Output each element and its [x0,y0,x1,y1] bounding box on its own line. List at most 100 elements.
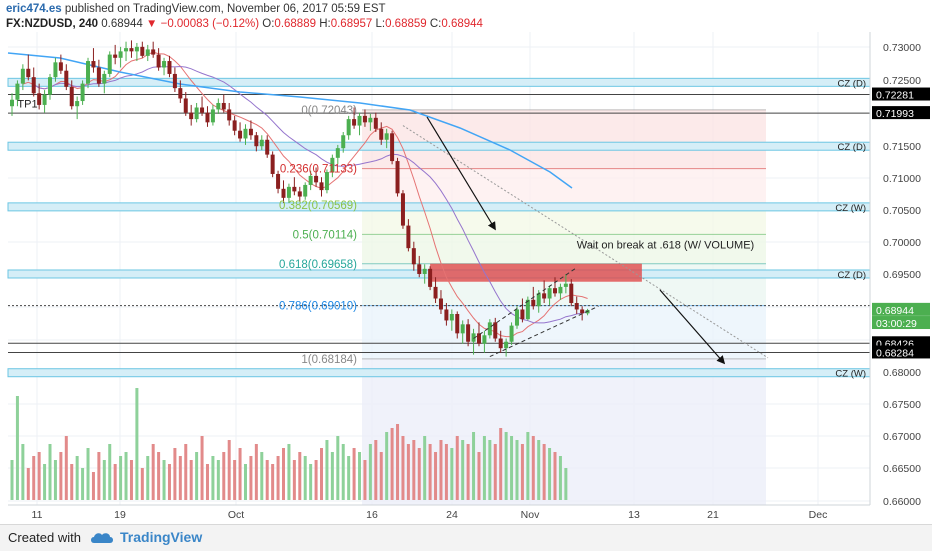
candle-body [102,73,107,84]
candle-body [509,325,514,342]
volume-bar [146,456,150,500]
candle-body [498,338,503,349]
volume-bar [151,444,155,500]
volume-bar [282,448,285,500]
volume-bar [276,456,280,500]
cz-label: CZ (D) [838,78,867,89]
volume-bar [129,460,133,500]
close-value: 0.68944 [441,18,483,30]
candle-body [210,109,215,123]
volume-bar [428,444,432,500]
volume-bar [455,436,459,500]
candle-body [373,117,378,129]
volume-bar [167,464,171,500]
time-tick-label: Dec [809,509,828,521]
tradingview-cloud-icon [91,533,113,543]
candle-body [438,298,443,310]
candle-body [297,191,302,197]
projection-arrow [659,289,726,365]
price-tick-label: 0.70500 [883,205,921,217]
volume-bar [542,444,546,500]
volume-bar [320,448,324,500]
candle-body [238,130,243,139]
candle-body [270,154,275,174]
volume-bar [406,444,410,500]
volume-bar [553,452,557,500]
candle-body [20,68,25,84]
candle-body [335,148,340,158]
volume-bar [53,460,57,500]
volume-bar [341,444,345,500]
price-marker [872,316,930,330]
candle-body [563,283,568,287]
volume-bar [385,432,389,500]
volume-bar [157,452,161,500]
volume-bar [254,444,258,500]
down-arrow-icon: ▼ [146,18,158,30]
volume-bar [368,444,372,500]
time-tick-label: Nov [521,509,540,521]
candle-body [265,139,270,155]
candle-body [221,102,226,110]
ohlc-line: FX:NZDUSD, 240 0.68944 ▼ −0.00083 (−0.12… [6,17,483,32]
candle-body [569,283,574,304]
volume-bar [499,428,503,500]
candle-body [444,309,449,321]
volume-bar [238,448,242,500]
volume-bar [564,468,568,500]
cz-zone [7,202,871,212]
volume-bar [352,448,356,500]
candle-body [433,286,438,299]
volume-bar [444,444,448,500]
volume-bar [86,448,90,500]
candle-body [58,62,63,71]
candle-body [580,309,585,314]
volume-bar [15,396,19,500]
price-tick-label: 0.70000 [883,237,921,249]
price-marker [872,302,930,316]
author-link[interactable]: eric474.es [6,3,62,15]
candle-body [553,288,557,294]
volume-bar [450,448,454,500]
trend-line [402,125,769,359]
volume-bar [309,464,313,500]
volume-bar [108,444,112,500]
volume-bar [233,460,237,500]
candle-body [493,322,498,339]
volume-bar [97,452,101,500]
volume-bar [396,424,400,500]
tradingview-logo[interactable]: TradingView [120,529,203,545]
volume-bar [162,460,166,500]
volume-bar [113,464,117,500]
time-tick-label: Oct [228,509,244,521]
candle-body [10,99,14,107]
time-tick-label: 13 [628,509,640,521]
time-tick-label: 21 [707,509,719,521]
candle-body [324,172,329,191]
candle-body [558,286,563,294]
volume-bar [548,448,552,500]
candle-body [91,61,96,68]
volume-bar [200,436,204,500]
last-price: 0.68944 [101,18,143,30]
price-chart[interactable]: 0(0.72043) 0.236(0.71133) 0.382(0.70569) 0.… [0,0,932,524]
annotation-text: Wait on break at .618 (W/ VOLUME) [577,239,754,251]
cz-label: CZ (D) [838,142,867,153]
volume-bar [178,456,182,500]
high-value: 0.68957 [330,18,373,30]
cz-zone [7,368,871,378]
volume-bar [102,460,106,500]
volume-bar [227,440,231,500]
symbol-label[interactable]: FX:NZDUSD, 240 [6,18,99,30]
candle-body [151,49,156,55]
candle-body [460,324,465,334]
volume-bar [482,436,486,500]
volume-bar [265,460,269,500]
candle-body [172,73,177,89]
fib-level-label: 0.5(0.70114) [293,229,358,241]
volume-bar [390,428,394,500]
candle-body [276,173,281,189]
volume-bar [472,432,476,500]
price-marker-label: 0.68284 [876,347,914,359]
candle-body [504,341,509,349]
